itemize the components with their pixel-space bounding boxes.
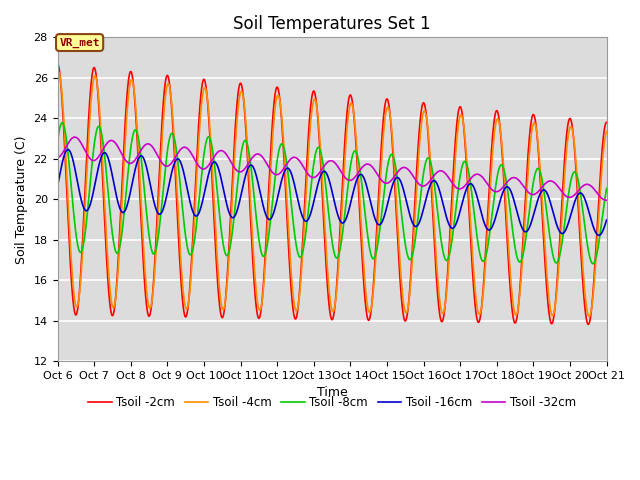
- Tsoil -16cm: [603, 217, 611, 223]
- Tsoil -16cm: [557, 230, 565, 236]
- Tsoil -2cm: [237, 81, 244, 86]
- X-axis label: Time: Time: [317, 386, 348, 399]
- Tsoil -8cm: [452, 203, 460, 208]
- Tsoil -2cm: [373, 219, 381, 225]
- Title: Soil Temperatures Set 1: Soil Temperatures Set 1: [233, 15, 431, 33]
- Tsoil -8cm: [373, 244, 381, 250]
- Line: Tsoil -4cm: Tsoil -4cm: [58, 72, 607, 316]
- Tsoil -2cm: [557, 211, 565, 216]
- Tsoil -8cm: [54, 139, 61, 145]
- Tsoil -4cm: [54, 69, 62, 75]
- Tsoil -4cm: [557, 224, 565, 230]
- Tsoil -32cm: [207, 158, 215, 164]
- Tsoil -32cm: [373, 171, 381, 177]
- Legend: Tsoil -2cm, Tsoil -4cm, Tsoil -8cm, Tsoil -16cm, Tsoil -32cm: Tsoil -2cm, Tsoil -4cm, Tsoil -8cm, Tsoi…: [83, 391, 580, 414]
- Tsoil -4cm: [373, 231, 381, 237]
- Tsoil -8cm: [207, 141, 215, 146]
- Line: Tsoil -2cm: Tsoil -2cm: [58, 64, 607, 324]
- Tsoil -4cm: [452, 143, 460, 149]
- Tsoil -4cm: [603, 129, 611, 134]
- Tsoil -16cm: [237, 193, 244, 199]
- Tsoil -16cm: [64, 147, 72, 153]
- Tsoil -4cm: [54, 70, 61, 76]
- Tsoil -16cm: [595, 232, 603, 238]
- Tsoil -16cm: [54, 183, 61, 189]
- Text: VR_met: VR_met: [60, 37, 100, 48]
- Tsoil -32cm: [71, 134, 79, 140]
- Tsoil -16cm: [373, 220, 381, 226]
- Tsoil -8cm: [412, 230, 420, 236]
- Line: Tsoil -32cm: Tsoil -32cm: [58, 137, 607, 200]
- Tsoil -2cm: [412, 177, 420, 183]
- Line: Tsoil -8cm: Tsoil -8cm: [58, 123, 607, 264]
- Tsoil -8cm: [557, 244, 565, 250]
- Tsoil -8cm: [237, 152, 244, 158]
- Tsoil -8cm: [589, 261, 596, 266]
- Tsoil -4cm: [412, 193, 420, 199]
- Tsoil -2cm: [207, 160, 215, 166]
- Tsoil -2cm: [584, 322, 592, 327]
- Tsoil -32cm: [603, 197, 611, 203]
- Tsoil -32cm: [602, 197, 610, 203]
- Tsoil -2cm: [452, 128, 460, 133]
- Tsoil -16cm: [452, 221, 460, 227]
- Tsoil -32cm: [237, 169, 244, 175]
- Tsoil -16cm: [207, 162, 215, 168]
- Tsoil -8cm: [58, 120, 66, 126]
- Tsoil -32cm: [412, 178, 420, 184]
- Tsoil -16cm: [412, 224, 420, 229]
- Tsoil -2cm: [54, 61, 61, 67]
- Y-axis label: Soil Temperature (C): Soil Temperature (C): [15, 135, 28, 264]
- Tsoil -4cm: [586, 313, 593, 319]
- Tsoil -4cm: [237, 89, 244, 95]
- Tsoil -2cm: [603, 120, 611, 125]
- Line: Tsoil -16cm: Tsoil -16cm: [58, 150, 607, 235]
- Tsoil -32cm: [557, 188, 565, 194]
- Tsoil -32cm: [452, 185, 460, 191]
- Tsoil -8cm: [603, 186, 611, 192]
- Tsoil -32cm: [54, 155, 61, 160]
- Tsoil -4cm: [207, 149, 215, 155]
